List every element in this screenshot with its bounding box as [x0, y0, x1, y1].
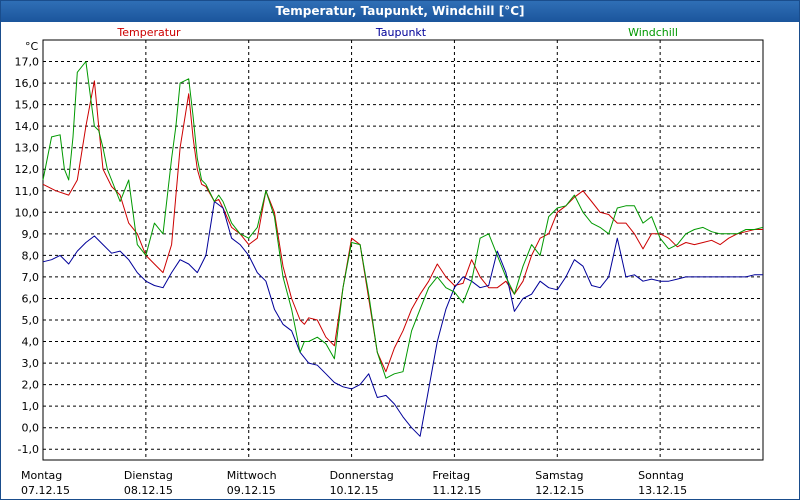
y-tick-label: 13,0 — [15, 142, 40, 155]
legend-windchill: Windchill — [628, 26, 678, 39]
line-chart: -1,0 0,0 1,0 2,0 3,0 4,0 5,0 6,0 7,0 8,0 9,0 10,0 11… — [15, 26, 764, 497]
y-axis-ticks: -1,0 0,0 1,0 2,0 3,0 4,0 5,0 6,0 7,0 8,0 9,0 10,0 11… — [15, 56, 40, 457]
series-line-taupunkt — [42, 201, 763, 437]
y-tick-label: 4,0 — [22, 336, 40, 349]
x-tick-date: 13.12.15 — [638, 484, 687, 497]
y-tick-label: 0,0 — [22, 422, 40, 435]
x-tick-day: Samstag — [535, 469, 583, 482]
series-line-temperatur — [42, 80, 763, 373]
y-tick-label: 15,0 — [15, 99, 40, 112]
legend-temperatur: Temperatur — [116, 26, 181, 39]
x-tick-date: 08.12.15 — [124, 484, 173, 497]
y-tick-label: -1,0 — [18, 443, 39, 456]
y-tick-label: 12,0 — [15, 163, 40, 176]
series-line-windchill — [42, 61, 764, 379]
legend-taupunkt: Taupunkt — [375, 26, 427, 39]
y-axis-unit: °C — [25, 40, 39, 53]
x-tick-date: 10.12.15 — [330, 484, 379, 497]
y-tick-label: 14,0 — [15, 120, 40, 133]
y-tick-label: 11,0 — [15, 185, 40, 198]
series — [42, 61, 764, 437]
x-tick-date: 07.12.15 — [21, 484, 70, 497]
y-tick-label: 10,0 — [15, 206, 40, 219]
y-tick-label: 1,0 — [22, 400, 40, 413]
x-tick-date: 12.12.15 — [535, 484, 584, 497]
plot-area — [42, 39, 764, 461]
y-tick-label: 17,0 — [15, 56, 40, 69]
y-tick-label: 3,0 — [22, 357, 40, 370]
y-tick-label: 16,0 — [15, 77, 40, 90]
y-tick-label: 7,0 — [22, 271, 40, 284]
x-tick-day: Freitag — [432, 469, 470, 482]
y-tick-label: 6,0 — [22, 292, 40, 305]
window-title: Temperatur, Taupunkt, Windchill [°C] — [1, 1, 799, 22]
x-tick-date: 11.12.15 — [432, 484, 481, 497]
x-tick-day: Mittwoch — [227, 469, 277, 482]
x-tick-day: Dienstag — [124, 469, 173, 482]
x-tick-day: Sonntag — [638, 469, 684, 482]
x-tick-day: Montag — [21, 469, 62, 482]
x-axis-ticks: Montag 07.12.15 Dienstag 08.12.15 Mittwoch 09… — [21, 469, 687, 497]
x-tick-date: 09.12.15 — [227, 484, 276, 497]
y-tick-label: 5,0 — [22, 314, 40, 327]
y-tick-label: 8,0 — [22, 249, 40, 262]
y-tick-label: 9,0 — [22, 228, 40, 241]
y-tick-label: 2,0 — [22, 379, 40, 392]
x-tick-day: Donnerstag — [330, 469, 394, 482]
